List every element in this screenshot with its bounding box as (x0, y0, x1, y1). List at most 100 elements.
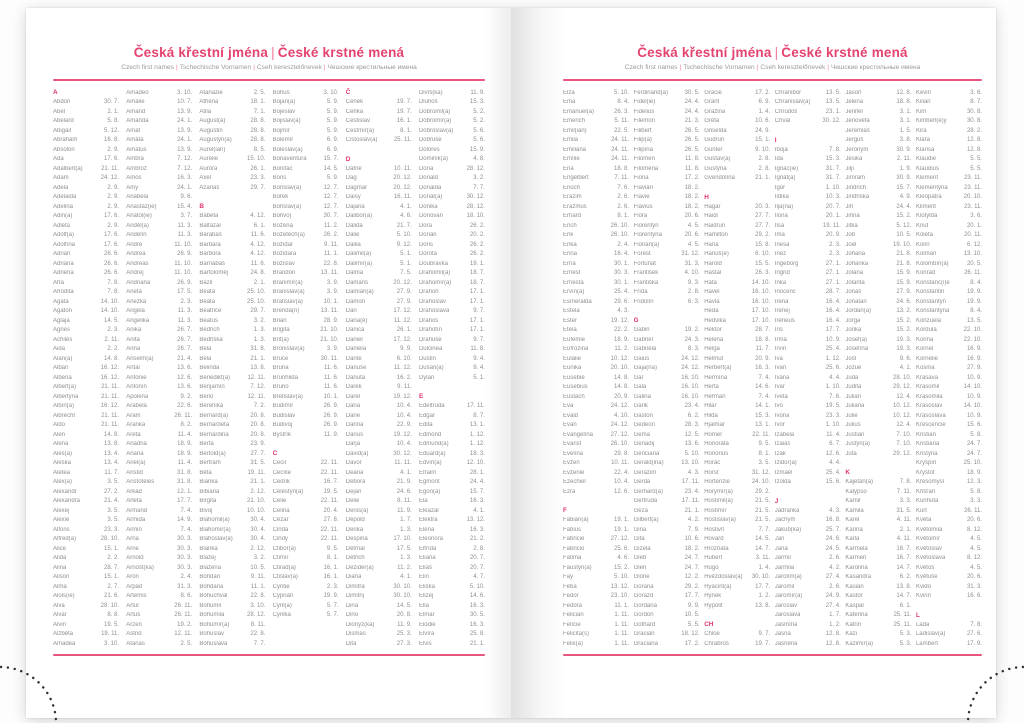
name-label: Frída (633, 289, 648, 296)
name-entry: Baltazar 6. 1. (199, 221, 265, 231)
name-entry: Alma 2. 7. (53, 582, 119, 592)
nameday-date: 2. 8. (473, 545, 485, 552)
name-label: Amadea (53, 640, 76, 647)
name-label: Dino (345, 612, 359, 619)
nameday-date: 3. 6. (970, 89, 982, 96)
name-entry: Dana(é) 11. 12. (346, 316, 412, 326)
name-label: Irena (774, 298, 789, 305)
name-entry: Ezechiel 10. 4. (563, 478, 629, 488)
name-label: Kalypso (845, 488, 867, 495)
name-label: Florentýn (633, 222, 659, 229)
nameday-date: 30. 3. (177, 555, 193, 562)
name-entry: Jarolím(a) 27. 4. (775, 573, 841, 583)
name-label: Angela (126, 308, 145, 315)
nameday-date: 4. 12. (250, 213, 266, 220)
nameday-date: 24. 8. (250, 270, 266, 277)
nameday-date: 22. 11. (320, 469, 339, 476)
name-entry: Kira 28. 2. (916, 126, 982, 136)
name-label: Gaja(na) (633, 365, 657, 372)
name-entry: Karel 4. 11. (845, 516, 911, 526)
name-label: Juta (845, 450, 857, 457)
name-entry: Beáta 25. 10. (199, 297, 265, 307)
name-label: Honorius (704, 450, 729, 457)
name-entry: Féba 13. 12. (563, 582, 629, 592)
name-label: Jaroslava (774, 612, 801, 619)
nameday-date: 20. 6. (684, 213, 700, 220)
nameday-date: 15. 9. (896, 279, 912, 286)
name-label: Bohuslav (199, 631, 225, 638)
name-label: Esmeralda (563, 298, 592, 305)
page-header: Česká křestní jména | České krstné mená Cz… (563, 44, 982, 73)
name-entry: Květomír 4. 5. (916, 535, 982, 545)
nameday-date: 31. 3. (177, 583, 193, 590)
name-label: Borislav(a) (272, 184, 302, 191)
name-label: Bohdana (199, 583, 224, 590)
nameday-date: 10. 9. (966, 412, 982, 419)
name-entry: Jozue 4. 1. (845, 364, 911, 374)
nameday-date: 7. 6. (617, 184, 629, 191)
name-label: Elvis (418, 640, 432, 647)
name-entry: Chrabroš 19. 7. (704, 639, 770, 649)
name-label: Darius (345, 431, 364, 438)
name-label: Evženie (563, 469, 585, 476)
name-entry: Jorika 15. 2. (845, 326, 911, 336)
nameday-date: 2. 4. (617, 241, 629, 248)
nameday-date: 11. 4. (177, 431, 193, 438)
name-label: Brigita (272, 327, 290, 334)
name-entry: Faustýn(a) 15. 2. (563, 563, 629, 573)
nameday-date: 15. 6. (966, 422, 982, 429)
name-label: Cindy (272, 536, 288, 543)
name-entry: Karla 4. 11. (845, 535, 911, 545)
name-label: Izmael (774, 469, 793, 476)
name-entry: Knut 20. 1. (916, 221, 982, 231)
name-entry: Křišťan 5. 8. (916, 487, 982, 497)
name-entry: Evžen 10. 11. (563, 459, 629, 469)
nameday-date: 13. 8. (896, 583, 912, 590)
name-column: Bohuš 3. 10. Bojan(a) 5. 9. Bojeslav 5. 9. Boj… (273, 88, 339, 649)
name-label: Alina (53, 564, 67, 571)
name-entry: Andriana 26. 9. (126, 278, 192, 288)
name-label: Elin (418, 574, 429, 581)
name-label: Dionýz(ka) (345, 621, 375, 628)
nameday-date: 13. 6. (684, 441, 700, 448)
name-label: Atanázie (199, 89, 223, 96)
name-label: Alexie (53, 517, 70, 524)
nameday-date: 2. 8. (758, 156, 771, 163)
name-entry: Anabela 9. 6. (126, 193, 192, 203)
name-entry: Ambrož 7. 12. (126, 164, 192, 174)
name-label: Ingrid (774, 270, 790, 277)
name-label: Heřman (704, 393, 726, 400)
name-label: Abigail (53, 127, 72, 134)
name-label: Alban (53, 365, 69, 372)
name-entry: Alfréd(a) 28. 10. (53, 535, 119, 545)
name-label: Filoména (633, 165, 659, 172)
name-label: Albrecht (53, 412, 76, 419)
name-label: Erazmus (563, 203, 587, 210)
name-entry: Lambert 17. 9. (916, 639, 982, 649)
nameday-date: 4. 1. (400, 469, 412, 476)
name-label: Jarolím(a) (774, 574, 802, 581)
name-entry: Korina 22. 10. (916, 335, 982, 345)
name-entry: Glorie 12. 2. (634, 573, 700, 583)
name-label: Jasněna (774, 640, 798, 647)
nameday-date: 20. 9. (613, 393, 629, 400)
name-label: Jenifer (845, 108, 864, 115)
name-entry: Dajana 4. 1. (346, 202, 412, 212)
name-label: Dobruše (418, 137, 442, 144)
name-label: Diana (345, 574, 362, 581)
name-label: Artur (126, 602, 140, 609)
nameday-date: 12. 8. (825, 631, 841, 638)
nameday-date: 18. 2. (684, 194, 700, 201)
nameday-date: 8. 5. (253, 146, 266, 153)
name-label: Arkád (126, 488, 142, 495)
nameday-date: 9. 2. (180, 393, 193, 400)
name-label: Eulálie (563, 355, 582, 362)
name-label: Ingeborg (774, 260, 799, 267)
name-label: Gunter (704, 146, 723, 153)
nameday-date: 18. 7. (469, 279, 485, 286)
nameday-date: 30. 5. (684, 89, 700, 96)
nameday-date: 10. 5. (684, 612, 700, 619)
name-label: Blahoslav(a) (199, 536, 233, 543)
nameday-date: 3. 8. (899, 137, 912, 144)
name-entry: Kilián 8. 7. (916, 98, 982, 108)
